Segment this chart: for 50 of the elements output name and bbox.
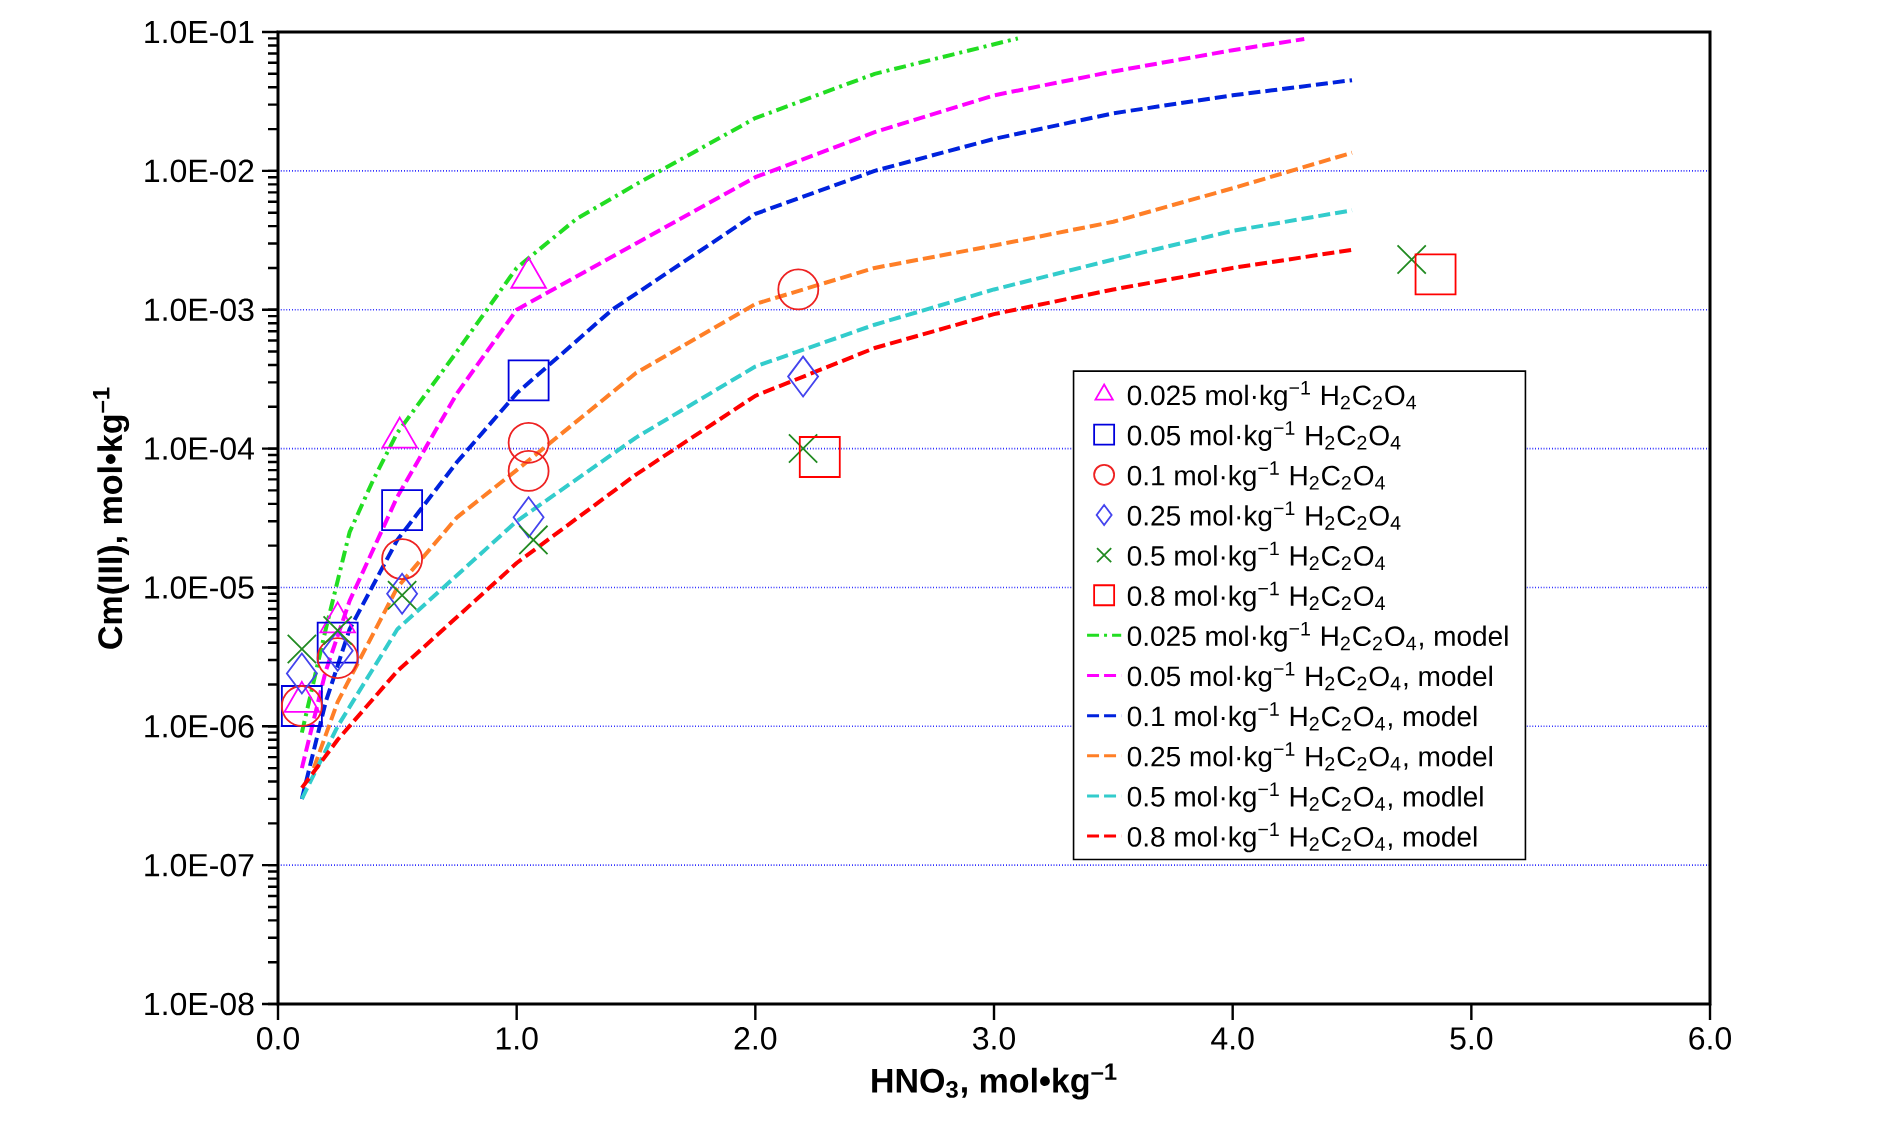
x-tick-label: 1.0 — [496, 1027, 538, 1050]
x-tick-label: 6.0 — [1689, 1027, 1731, 1050]
legend-label: 0.05 mol·kg$^{−1}$ H$_{2}$C$_{2}$O$_{4}$ — [1127, 421, 1401, 451]
y-axis-title: Cm(III), mol•kg$^{–1}$ — [93, 387, 130, 649]
y-tick-label: 1.0E-04 — [145, 437, 254, 460]
point — [316, 621, 359, 664]
point — [1396, 244, 1427, 275]
legend-label: 0.025 mol·kg$^{−1}$ H$_{2}$C$_{2}$O$_{4}$ — [1127, 381, 1417, 411]
point — [387, 580, 418, 611]
y-tick-label: 1.0E-08 — [145, 992, 254, 1016]
point — [1414, 253, 1457, 296]
text: 0.1 mol·kg$^{−1}$ H$_{2}$C$_{2}$O$_{4}$, model — [1127, 702, 1477, 732]
x-tick-label: 3.0 — [972, 1027, 1015, 1050]
point — [507, 359, 550, 402]
x-tick-label: 0.0 — [257, 1027, 299, 1050]
legend-label: 0.5 mol·kg$^{−1}$ H$_{2}$C$_{2}$O$_{4}$ — [1127, 541, 1385, 572]
point — [507, 450, 550, 492]
point — [788, 433, 819, 464]
point — [386, 572, 419, 615]
y-tick-label: 1.0E-01 — [145, 20, 254, 44]
y-tick-label: 1.0E-07 — [145, 853, 254, 877]
point — [285, 652, 318, 695]
point — [286, 634, 317, 665]
x-axis-title: HNO$_{3}$, mol•kg$^{–1}$ — [872, 1063, 1117, 1100]
x-tick-label: 5.0 — [1450, 1027, 1493, 1050]
x-tick-label: 2.0 — [734, 1027, 777, 1050]
y-tick-label: 1.0E-02 — [145, 159, 254, 183]
point — [798, 436, 841, 478]
x-tick-label: 4.0 — [1211, 1027, 1254, 1050]
point — [322, 615, 353, 646]
text: 0.25 mol·kg$^{−1}$ H$_{2}$C$_{2}$O$_{4}$, model — [1127, 742, 1492, 773]
text: 0.8 mol·kg$^{−1}$ H$_{2}$C$_{2}$O$_{4}$, model — [1127, 822, 1477, 853]
point — [777, 268, 820, 311]
y-tick-label: 1.0E-05 — [145, 576, 254, 599]
point — [316, 637, 359, 679]
text: 0.025 mol·kg$^{−1}$ H$_{2}$C$_{2}$O$_{4}$, model — [1127, 621, 1508, 652]
legend-label: 0.25 mol·kg$^{−1}$ H$_{2}$C$_{2}$O$_{4}$ — [1127, 501, 1401, 532]
text: 0.5 mol·kg$^{−1}$ H$_{2}$C$_{2}$O$_{4}$, modlel — [1127, 782, 1483, 813]
point — [507, 421, 550, 464]
y-tick-label: 1.0E-06 — [145, 714, 254, 738]
text: 0.05 mol·kg$^{−1}$ H$_{2}$C$_{2}$O$_{4}$, model — [1127, 662, 1492, 692]
point — [381, 538, 424, 581]
legend-label: 0.8 mol·kg$^{−1}$ H$_{2}$C$_{2}$O$_{4}$ — [1127, 581, 1385, 612]
line-series — [299, 36, 1020, 735]
point — [512, 496, 545, 539]
legend-label: 0.1 mol·kg$^{−1}$ H$_{2}$C$_{2}$O$_{4}$ — [1127, 461, 1385, 492]
point — [787, 355, 819, 398]
point — [381, 489, 424, 532]
y-tick-label: 1.0E-03 — [145, 298, 254, 322]
point — [518, 524, 549, 555]
